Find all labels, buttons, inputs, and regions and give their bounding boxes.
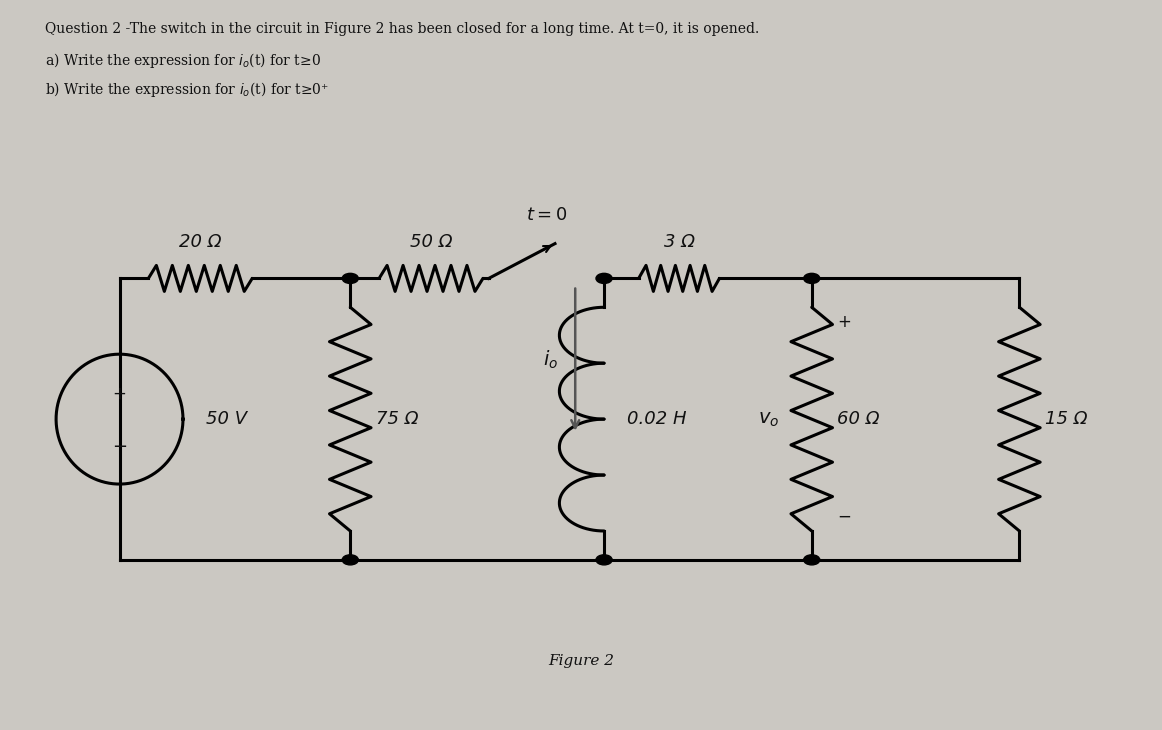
Circle shape (596, 555, 612, 565)
Text: $t = 0$: $t = 0$ (525, 207, 567, 224)
Text: $i_o$: $i_o$ (543, 348, 558, 371)
Text: 50 Ω: 50 Ω (410, 233, 452, 251)
Text: 15 Ω: 15 Ω (1045, 410, 1088, 428)
Text: 3 Ω: 3 Ω (664, 233, 695, 251)
Circle shape (596, 273, 612, 283)
Text: Question 2 -The switch in the circuit in Figure 2 has been closed for a long tim: Question 2 -The switch in the circuit in… (44, 22, 759, 36)
Text: +: + (113, 385, 127, 403)
Text: 75 Ω: 75 Ω (375, 410, 418, 428)
Text: 60 Ω: 60 Ω (837, 410, 880, 428)
Circle shape (804, 273, 820, 283)
Text: +: + (837, 312, 851, 331)
Text: a) Write the expression for $i_o$(t) for t≥0: a) Write the expression for $i_o$(t) for… (44, 51, 321, 70)
Text: −: − (112, 437, 127, 456)
Circle shape (804, 555, 820, 565)
Circle shape (342, 555, 358, 565)
Text: 50 V: 50 V (206, 410, 248, 428)
Text: b) Write the expression for $i_o$(t) for t≥0⁺: b) Write the expression for $i_o$(t) for… (44, 80, 329, 99)
Circle shape (342, 273, 358, 283)
Text: 20 Ω: 20 Ω (179, 233, 222, 251)
Text: $v_o$: $v_o$ (758, 410, 780, 429)
Text: 0.02 H: 0.02 H (627, 410, 687, 428)
Text: Figure 2: Figure 2 (548, 654, 614, 668)
Text: −: − (837, 507, 851, 526)
